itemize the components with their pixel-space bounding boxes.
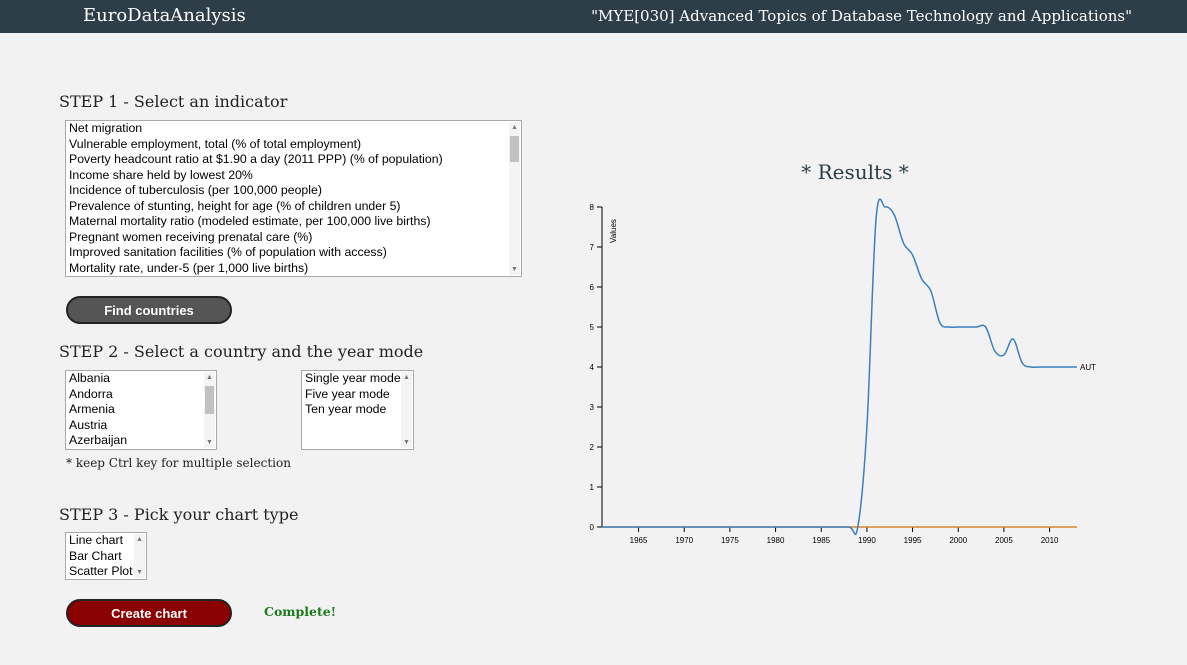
x-tick-label: 2005 bbox=[995, 536, 1013, 545]
chart-type-option[interactable]: Line chart bbox=[69, 533, 124, 547]
y-tick-label: 8 bbox=[590, 203, 595, 212]
year-mode-option[interactable]: Single year mode bbox=[305, 371, 401, 385]
find-countries-button[interactable]: Find countries bbox=[66, 296, 232, 324]
y-tick-label: 0 bbox=[590, 523, 595, 532]
indicator-option[interactable]: Prevalence of stunting, height for age (… bbox=[69, 198, 401, 213]
step1-title: STEP 1 - Select an indicator bbox=[59, 92, 288, 111]
ctrl-key-note: * keep Ctrl key for multiple selection bbox=[66, 456, 291, 470]
country-option[interactable]: Andorra bbox=[69, 386, 113, 401]
x-tick-label: 1990 bbox=[858, 536, 876, 545]
country-option[interactable]: Austria bbox=[69, 417, 108, 432]
scroll-up-icon[interactable]: ▲ bbox=[136, 536, 143, 543]
scroll-thumb[interactable] bbox=[510, 136, 519, 162]
scroll-thumb[interactable] bbox=[205, 386, 214, 414]
country-listbox[interactable]: Albania Andorra Armenia Austria Azerbaijan ▲… bbox=[65, 370, 217, 450]
indicator-scrollbar[interactable]: ▲ ▼ bbox=[509, 122, 520, 275]
indicator-option[interactable]: Pregnant women receiving prenatal care (… bbox=[69, 229, 313, 244]
chart-type-listbox[interactable]: Line chart Bar Chart Scatter Plot ▲ ▼ bbox=[65, 532, 147, 580]
y-axis-label: Values bbox=[609, 219, 618, 243]
x-tick-label: 1980 bbox=[767, 536, 785, 545]
indicator-option[interactable]: Income share held by lowest 20% bbox=[69, 167, 253, 182]
chart-type-option[interactable]: Bar Chart bbox=[69, 548, 122, 563]
x-tick-label: 2000 bbox=[949, 536, 967, 545]
y-tick-label: 4 bbox=[590, 363, 595, 372]
y-tick-label: 7 bbox=[590, 243, 595, 252]
x-tick-label: 1970 bbox=[675, 536, 693, 545]
indicator-option[interactable]: Maternal mortality ratio (modeled estima… bbox=[69, 214, 431, 228]
y-tick-label: 2 bbox=[590, 443, 595, 452]
country-scrollbar[interactable]: ▲ ▼ bbox=[204, 372, 215, 448]
scroll-up-icon[interactable]: ▲ bbox=[511, 124, 518, 131]
step2-title: STEP 2 - Select a country and the year m… bbox=[59, 342, 424, 361]
indicator-option[interactable]: Mortality rate, under-5 (per 1,000 live … bbox=[69, 260, 309, 275]
y-tick-label: 6 bbox=[590, 283, 595, 292]
chart-type-option[interactable]: Scatter Plot bbox=[69, 564, 133, 578]
create-chart-button[interactable]: Create chart bbox=[66, 599, 232, 627]
indicator-option[interactable]: Improved sanitation facilities (% of pop… bbox=[69, 245, 387, 259]
course-title: "MYE[030] Advanced Topics of Database Te… bbox=[591, 7, 1132, 25]
indicator-listbox[interactable]: Net migration Vulnerable employment, tota… bbox=[65, 120, 522, 277]
indicator-option[interactable]: Vulnerable employment, total (% of total… bbox=[69, 136, 362, 151]
year-mode-scrollbar[interactable]: ▲ ▼ bbox=[401, 372, 412, 448]
x-tick-label: 1975 bbox=[721, 536, 739, 545]
x-tick-label: 2010 bbox=[1041, 536, 1059, 545]
year-mode-option[interactable]: Five year mode bbox=[305, 386, 390, 401]
country-option[interactable]: Armenia bbox=[69, 402, 115, 416]
indicator-option[interactable]: Incidence of tuberculosis (per 100,000 p… bbox=[69, 183, 322, 197]
scroll-down-icon[interactable]: ▼ bbox=[136, 569, 143, 576]
y-tick-label: 3 bbox=[590, 403, 595, 412]
results-title: * Results * bbox=[801, 160, 909, 184]
scroll-down-icon[interactable]: ▼ bbox=[403, 439, 410, 446]
step3-title: STEP 3 - Pick your chart type bbox=[59, 505, 299, 524]
scroll-up-icon[interactable]: ▲ bbox=[206, 374, 213, 381]
series-line-aut bbox=[602, 198, 1077, 536]
y-tick-label: 5 bbox=[590, 323, 595, 332]
scroll-up-icon[interactable]: ▲ bbox=[403, 374, 410, 381]
x-tick-label: 1995 bbox=[904, 536, 922, 545]
scroll-down-icon[interactable]: ▼ bbox=[206, 439, 213, 446]
country-option[interactable]: Azerbaijan bbox=[69, 433, 128, 447]
status-complete: Complete! bbox=[264, 604, 337, 619]
top-navbar: EuroDataAnalysis "MYE[030] Advanced Topi… bbox=[0, 0, 1187, 33]
year-mode-listbox[interactable]: Single year mode Five year mode Ten year m… bbox=[301, 370, 414, 450]
indicator-option[interactable]: Poverty headcount ratio at $1.90 a day (… bbox=[69, 152, 443, 166]
x-tick-label: 1965 bbox=[630, 536, 648, 545]
year-mode-option[interactable]: Ten year mode bbox=[305, 402, 387, 416]
country-option[interactable]: Albania bbox=[69, 371, 111, 385]
y-tick-label: 1 bbox=[590, 483, 595, 492]
brand-title[interactable]: EuroDataAnalysis bbox=[83, 5, 246, 26]
indicator-option[interactable]: Net migration bbox=[69, 121, 143, 135]
results-line-chart: 0 1 2 3 4 5 6 7 8 Values 1965 1970 1975 1980 1985 1990 1… bbox=[590, 198, 1096, 545]
series-label-aut: AUT bbox=[1080, 363, 1096, 372]
chart-type-scrollbar[interactable]: ▲ ▼ bbox=[134, 534, 145, 578]
scroll-down-icon[interactable]: ▼ bbox=[511, 266, 518, 273]
x-tick-label: 1985 bbox=[812, 536, 830, 545]
